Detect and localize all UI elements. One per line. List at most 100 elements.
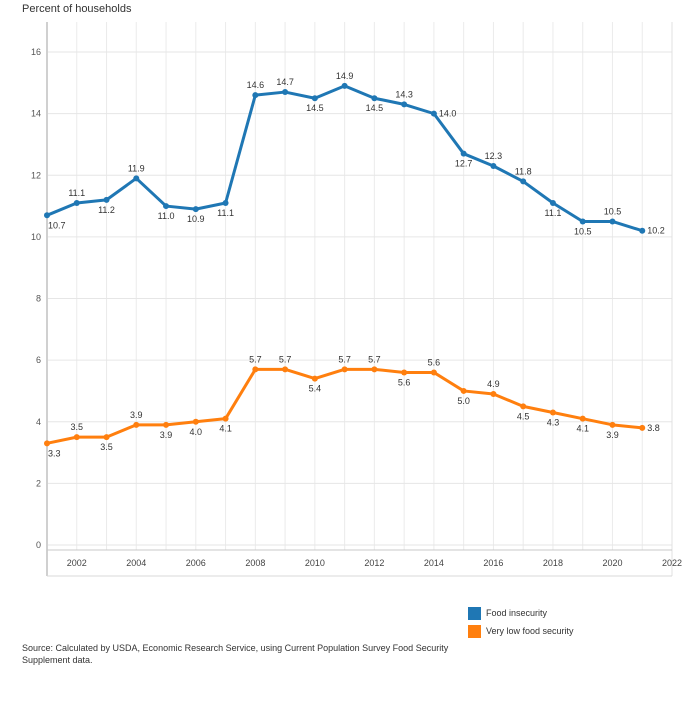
y-tick-label: 12 xyxy=(31,170,41,180)
data-point-very-low-food-security xyxy=(460,387,467,394)
data-point-very-low-food-security xyxy=(401,369,408,376)
data-point-food-insecurity xyxy=(192,206,199,213)
data-label-very-low-food-security: 3.9 xyxy=(606,430,619,440)
data-point-food-insecurity xyxy=(520,178,527,185)
line-chart: 0 2 4 6 8 10 12 14 16 2002 2004 2006 2008 2010 2012 201… xyxy=(31,22,682,577)
x-tick-label: 2016 xyxy=(483,558,503,568)
x-tick-label: 2006 xyxy=(186,558,206,568)
data-label-food-insecurity: 10.9 xyxy=(187,214,205,224)
data-point-food-insecurity xyxy=(163,203,170,210)
data-point-very-low-food-security xyxy=(490,391,497,398)
legend-label-food-insecurity: Food insecurity xyxy=(486,608,548,618)
data-point-very-low-food-security xyxy=(73,434,80,441)
y-tick-label: 0 xyxy=(36,540,41,550)
data-point-very-low-food-security xyxy=(222,415,229,422)
x-tick-label: 2008 xyxy=(245,558,265,568)
data-label-food-insecurity: 11.1 xyxy=(217,208,234,218)
data-point-very-low-food-security xyxy=(639,424,646,431)
data-label-food-insecurity: 14.6 xyxy=(247,80,265,90)
data-label-food-insecurity: 14.5 xyxy=(366,103,384,113)
data-point-food-insecurity xyxy=(401,101,408,108)
legend-swatch-food-insecurity xyxy=(468,606,481,620)
data-label-very-low-food-security: 4.1 xyxy=(576,424,589,434)
data-label-food-insecurity: 11.8 xyxy=(515,166,532,176)
y-tick-label: 2 xyxy=(36,478,41,488)
data-label-food-insecurity: 12.3 xyxy=(485,151,503,161)
data-point-food-insecurity xyxy=(341,82,348,89)
data-point-food-insecurity xyxy=(311,95,318,102)
data-label-very-low-food-security: 4.9 xyxy=(487,379,500,389)
data-label-very-low-food-security: 5.6 xyxy=(428,357,441,367)
data-point-very-low-food-security xyxy=(192,418,199,425)
legend: Food insecurity Very low food security xyxy=(468,604,574,640)
y-axis-label: Percent of households xyxy=(22,3,132,15)
data-point-very-low-food-security xyxy=(520,403,527,410)
data-label-food-insecurity: 10.7 xyxy=(48,220,66,230)
data-point-food-insecurity xyxy=(103,196,110,203)
legend-item-food-insecurity: Food insecurity xyxy=(468,604,574,622)
data-point-food-insecurity xyxy=(282,89,289,96)
data-label-food-insecurity: 10.5 xyxy=(574,226,592,236)
data-point-very-low-food-security xyxy=(549,409,556,416)
data-label-food-insecurity: 11.1 xyxy=(545,208,562,218)
data-point-food-insecurity xyxy=(579,218,586,225)
data-point-food-insecurity xyxy=(609,218,616,225)
data-point-very-low-food-security xyxy=(609,421,616,428)
x-tick-label: 2022 xyxy=(662,558,682,568)
data-point-food-insecurity xyxy=(460,150,467,157)
data-label-food-insecurity: 14.5 xyxy=(306,103,324,113)
data-label-food-insecurity: 12.7 xyxy=(455,159,473,169)
legend-label-very-low-food-security: Very low food security xyxy=(486,626,574,636)
data-point-food-insecurity xyxy=(549,199,556,206)
data-point-very-low-food-security xyxy=(430,369,437,376)
data-label-food-insecurity: 10.2 xyxy=(647,226,665,236)
data-label-food-insecurity: 14.3 xyxy=(395,89,413,99)
data-label-very-low-food-security: 3.5 xyxy=(100,442,113,452)
data-label-very-low-food-security: 4.5 xyxy=(517,411,530,421)
x-tick-label: 2018 xyxy=(543,558,563,568)
x-tick-label: 2020 xyxy=(602,558,622,568)
data-point-very-low-food-security xyxy=(371,366,378,373)
data-point-food-insecurity xyxy=(222,199,229,206)
data-label-very-low-food-security: 4.0 xyxy=(190,427,203,437)
data-label-food-insecurity: 14.0 xyxy=(439,109,457,119)
data-point-food-insecurity xyxy=(133,175,140,182)
data-label-food-insecurity: 10.5 xyxy=(604,206,622,216)
x-tick-label: 2004 xyxy=(126,558,146,568)
data-label-food-insecurity: 11.2 xyxy=(98,205,115,215)
y-tick-label: 16 xyxy=(31,47,41,57)
legend-swatch-very-low-food-security xyxy=(468,624,481,638)
data-point-very-low-food-security xyxy=(311,375,318,382)
data-label-very-low-food-security: 5.7 xyxy=(338,354,351,364)
data-point-food-insecurity xyxy=(371,95,378,102)
data-point-food-insecurity xyxy=(252,92,259,99)
data-label-very-low-food-security: 4.3 xyxy=(547,418,560,428)
data-label-very-low-food-security: 3.9 xyxy=(160,430,173,440)
data-point-very-low-food-security xyxy=(341,366,348,373)
data-label-food-insecurity: 11.9 xyxy=(128,163,145,173)
x-tick-label: 2012 xyxy=(364,558,384,568)
data-label-very-low-food-security: 3.8 xyxy=(647,423,660,433)
data-label-very-low-food-security: 5.7 xyxy=(249,354,262,364)
data-label-very-low-food-security: 5.7 xyxy=(279,354,292,364)
data-point-very-low-food-security xyxy=(133,421,140,428)
data-label-very-low-food-security: 5.7 xyxy=(368,354,381,364)
data-point-food-insecurity xyxy=(490,163,497,170)
data-label-very-low-food-security: 3.3 xyxy=(48,448,61,458)
data-point-very-low-food-security xyxy=(103,434,110,441)
data-point-food-insecurity xyxy=(430,110,437,117)
data-label-food-insecurity: 14.7 xyxy=(276,77,294,87)
data-label-very-low-food-security: 4.1 xyxy=(219,424,232,434)
source-note: Source: Calculated by USDA, Economic Res… xyxy=(22,643,449,665)
data-point-food-insecurity xyxy=(639,227,646,234)
y-tick-label: 8 xyxy=(36,294,41,304)
data-label-food-insecurity: 14.9 xyxy=(336,71,354,81)
data-point-very-low-food-security xyxy=(579,415,586,422)
data-label-food-insecurity: 11.1 xyxy=(68,188,85,198)
x-tick-label: 2014 xyxy=(424,558,444,568)
data-label-food-insecurity: 11.0 xyxy=(158,211,175,221)
y-tick-label: 6 xyxy=(36,355,41,365)
data-point-very-low-food-security xyxy=(163,421,170,428)
legend-item-very-low-food-security: Very low food security xyxy=(468,622,574,640)
data-point-food-insecurity xyxy=(73,199,80,206)
